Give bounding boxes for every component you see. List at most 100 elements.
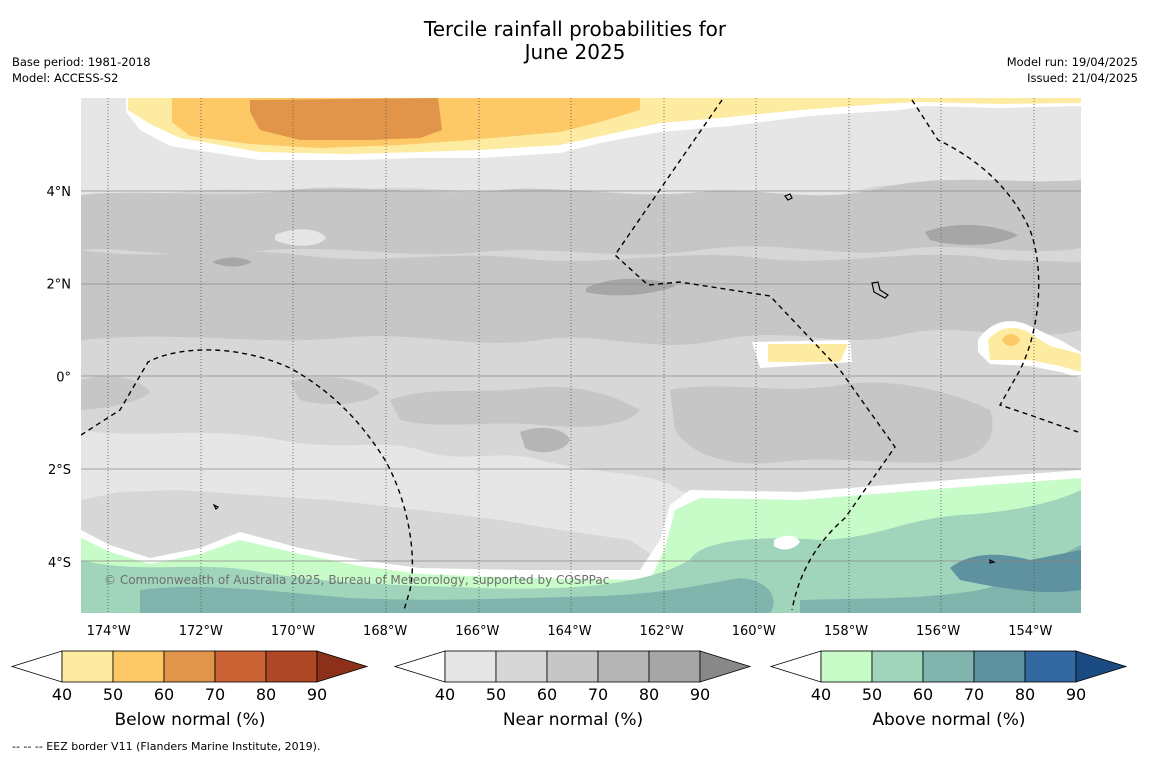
meta-right: Model run: 19/04/2025 Issued: 21/04/2025 [1007,54,1138,86]
below-normal-60 [250,98,442,140]
colorbar-under-triangle [10,650,63,683]
near-normal-80-spot2 [212,257,252,267]
near-normal-60-north [81,179,1081,256]
colorbar-segment [214,650,267,683]
lon-tick-label: 154°W [1008,624,1052,639]
near-normal-60-mid [390,386,640,427]
colorbar-segment [922,650,975,683]
colorbar-tick-label: 90 [307,685,327,704]
below-normal-50-east [1002,334,1020,346]
near-normal-60-central [81,250,1081,345]
colorbar-segment [546,650,599,683]
colorbar-tick-label: 50 [103,685,123,704]
lon-tick-label: 156°W [916,624,960,639]
colorbar-below-title: Below normal (%) [114,710,266,730]
lat-tick-label: 4°S [48,556,71,571]
probability-field: © Commonwealth of Australia 2025, Bureau… [81,98,1081,613]
colorbar-segment [495,650,548,683]
lon-tick-label: 162°W [640,624,684,639]
near-normal-80-spot [925,224,1018,245]
island-3 [212,503,220,511]
colorbar-tick-label: 40 [435,685,455,704]
model-run-text: Model run: 19/04/2025 [1006,55,1138,69]
copyright-text: © Commonwealth of Australia 2025, Bureau… [104,573,609,587]
chart-title: Tercile rainfall probabilities for June … [0,18,1150,64]
island-2 [871,281,889,299]
colorbar-segment [265,650,318,683]
lon-gridlines [107,98,1035,613]
colorbar-tick-label: 80 [639,685,659,704]
lat-tick-label: 0° [56,370,71,385]
above-normal-60-east [800,545,1081,613]
colorbar-below: 40 50 60 70 80 90 [10,650,369,704]
colorbar-tick-label: 50 [486,685,506,704]
title-line-2: June 2025 [524,40,626,64]
colorbar-tick-label: 40 [52,685,72,704]
colorbar-over-triangle [316,650,369,683]
near-normal-40-spot [275,229,326,246]
above-normal-70 [950,550,1081,593]
lon-tick-label: 166°W [455,624,499,639]
lon-tick-label: 168°W [363,624,407,639]
colorbar-tick-label: 60 [913,685,933,704]
island-1 [784,193,793,201]
title-line-1: Tercile rainfall probabilities for [423,17,727,41]
white-spot-south [774,535,800,550]
lon-tick-label: 160°W [732,624,776,639]
island-4 [989,559,996,564]
colorbar-over-triangle [1075,650,1128,683]
colorbar-above: 40 50 60 70 80 90 [769,650,1128,704]
meta-left: Base period: 1981-2018 Model: ACCESS-S2 [12,54,151,86]
colorbar-tick-label: 80 [256,685,276,704]
lon-tick-label: 158°W [824,624,868,639]
colorbar-tick-label: 70 [588,685,608,704]
below-normal-40-spot [768,344,848,362]
lat-tick-label: 2°S [48,463,71,478]
colorbar-segment [597,650,650,683]
lon-tick-labels: 174°W 172°W 170°W 168°W 166°W 164°W 162°W 160°W… [87,624,1053,639]
colorbar-segment [648,650,701,683]
colorbar-segment [444,650,497,683]
colorbar-tick-label: 90 [1066,685,1086,704]
colorbar-tick-label: 50 [862,685,882,704]
colorbar-tick-label: 60 [537,685,557,704]
colorbar-tick-label: 40 [811,685,831,704]
lon-tick-label: 174°W [87,624,131,639]
eez-footnote: -- -- -- EEZ border V11 (Flanders Marine… [12,740,321,753]
eez-borders [81,99,1079,611]
lon-tick-label: 172°W [179,624,223,639]
colorbar-segment [871,650,924,683]
colorbar-near-title: Near normal (%) [502,710,644,730]
colorbar-segment [163,650,216,683]
lat-tick-label: 2°N [47,278,72,293]
base-period-text: Base period: 1981-2018 [12,55,151,69]
colorbar-tick-label: 70 [205,685,225,704]
colorbar-tick-label: 60 [154,685,174,704]
near-normal-60-west2 [290,377,380,405]
near-normal-60-east [670,382,993,464]
lon-tick-label: 164°W [547,624,591,639]
colorbar-near: 40 50 60 70 80 90 [393,650,752,704]
colorbar-segment [1024,650,1077,683]
colorbar-segment [61,650,114,683]
colorbar-tick-label: 90 [690,685,710,704]
issued-text: Issued: 21/04/2025 [1027,71,1138,85]
near-normal-80-spot3 [586,278,676,296]
colorbar-segment [112,650,165,683]
islands [212,193,996,564]
lat-tick-label: 4°N [47,185,72,200]
colorbars: 40 50 60 70 80 90 40 50 60 70 80 90 40 50 60 70 80 90 [10,650,1128,704]
lat-tick-labels: 4°N 2°N 0° 2°S 4°S [47,185,72,571]
model-text: Model: ACCESS-S2 [12,71,119,85]
colorbar-above-title: Above normal (%) [872,710,1026,730]
near-normal-40-south [81,430,700,560]
above-normal-60-west [140,578,774,613]
colorbar-over-triangle [699,650,752,683]
colorbar-under-triangle [393,650,446,683]
lat-gridlines [81,190,1081,562]
above-normal-50 [81,490,1081,613]
near-normal-70-spot [520,427,570,453]
eez-border-east [911,99,1079,433]
lon-tick-label: 170°W [271,624,315,639]
